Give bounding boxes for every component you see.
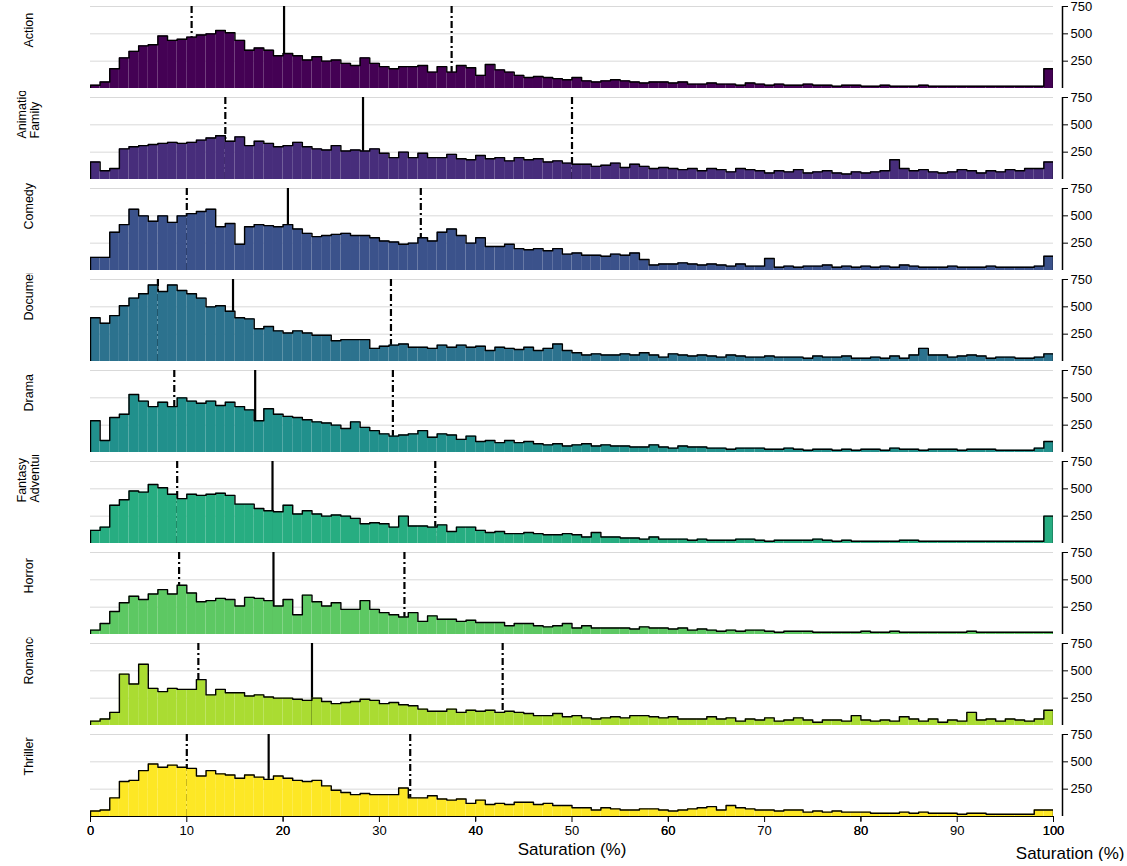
svg-text:Documentary: Documentary [22, 273, 36, 321]
svg-text:Horror: Horror [22, 558, 36, 593]
svg-text:250: 250 [1071, 508, 1093, 523]
svg-text:500: 500 [1071, 481, 1093, 496]
svg-text:Thriller: Thriller [22, 737, 36, 775]
svg-text:750: 750 [1071, 0, 1093, 14]
svg-text:500: 500 [1071, 572, 1093, 587]
svg-text:250: 250 [1071, 326, 1093, 341]
svg-text:250: 250 [1071, 599, 1093, 614]
svg-text:750: 750 [1071, 182, 1093, 196]
svg-text:Comedy: Comedy [22, 182, 36, 229]
svg-text:60: 60 [661, 823, 675, 838]
svg-text:250: 250 [1071, 417, 1093, 432]
svg-text:500: 500 [1071, 754, 1093, 769]
svg-text:500: 500 [1071, 390, 1093, 405]
svg-text:30: 30 [372, 823, 386, 838]
svg-text:90: 90 [950, 823, 964, 838]
svg-text:20: 20 [276, 823, 290, 838]
svg-text:250: 250 [1071, 144, 1093, 159]
svg-text:500: 500 [1071, 26, 1093, 41]
svg-text:70: 70 [757, 823, 771, 838]
svg-text:40: 40 [468, 823, 482, 838]
svg-text:AnimationFamily: AnimationFamily [15, 91, 42, 139]
svg-text:20: 20 [276, 823, 290, 838]
svg-text:250: 250 [1071, 690, 1093, 705]
svg-text:750: 750 [1071, 273, 1093, 287]
svg-text:100: 100 [1043, 823, 1065, 838]
svg-text:100: 100 [1043, 823, 1065, 838]
svg-text:0: 0 [87, 823, 94, 838]
svg-text:750: 750 [1071, 728, 1093, 742]
svg-text:0: 0 [87, 823, 94, 838]
svg-text:80: 80 [854, 823, 868, 838]
svg-text:750: 750 [1071, 364, 1093, 378]
svg-text:Action: Action [22, 13, 36, 48]
svg-text:750: 750 [1071, 637, 1093, 651]
svg-text:40: 40 [468, 823, 482, 838]
svg-text:Drama: Drama [22, 374, 36, 412]
svg-text:60: 60 [661, 823, 675, 838]
svg-text:Saturation (%): Saturation (%) [1016, 844, 1125, 862]
svg-text:750: 750 [1071, 546, 1093, 560]
svg-text:10: 10 [180, 823, 194, 838]
svg-text:Saturation (%): Saturation (%) [518, 840, 627, 859]
svg-text:500: 500 [1071, 117, 1093, 132]
svg-text:750: 750 [1071, 91, 1093, 105]
svg-text:250: 250 [1071, 235, 1093, 250]
svg-text:750: 750 [1071, 455, 1093, 469]
svg-text:80: 80 [854, 823, 868, 838]
svg-text:500: 500 [1071, 663, 1093, 678]
svg-text:250: 250 [1071, 53, 1093, 68]
svg-text:500: 500 [1071, 208, 1093, 223]
svg-text:500: 500 [1071, 299, 1093, 314]
svg-text:FantasyAdventure: FantasyAdventure [15, 455, 42, 503]
svg-text:250: 250 [1071, 781, 1093, 796]
svg-text:Romance: Romance [22, 637, 36, 685]
svg-text:50: 50 [565, 823, 579, 838]
